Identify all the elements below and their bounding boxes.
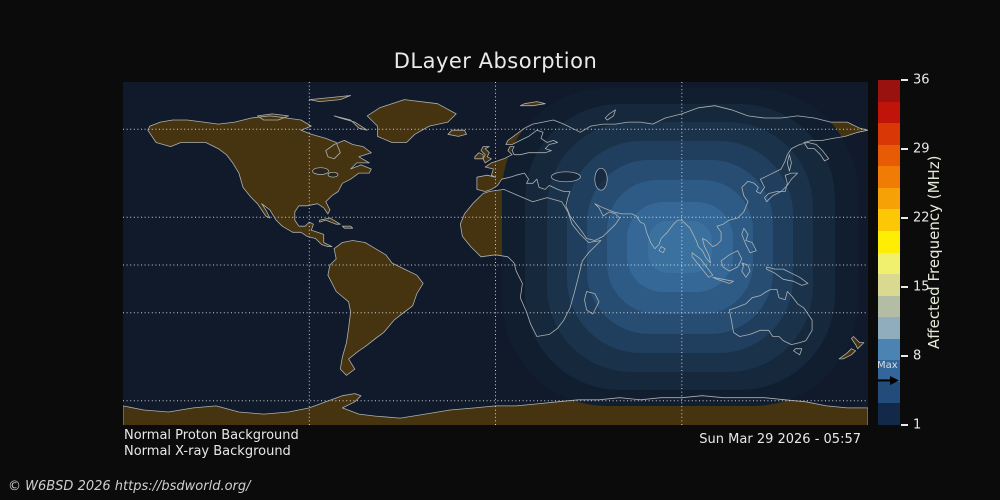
xray-status-text: Normal X-ray Background <box>124 444 291 459</box>
world-map-svg <box>123 82 868 425</box>
colorbar-tick <box>901 148 908 150</box>
proton-status-text: Normal Proton Background <box>124 428 299 443</box>
colorbar-segment <box>878 166 900 188</box>
colorbar-tick <box>901 286 908 288</box>
colorbar <box>878 80 900 425</box>
absorption-overlay <box>502 88 858 406</box>
colorbar-segment <box>878 187 900 210</box>
colorbar-segment <box>878 274 900 296</box>
colorbar-segment <box>878 144 900 167</box>
colorbar-max-label: Max <box>877 360 898 371</box>
colorbar-tick <box>901 79 908 81</box>
colorbar-segment <box>878 295 900 318</box>
colorbar-segment <box>878 338 900 361</box>
colorbar-segment <box>878 209 900 231</box>
colorbar-tick-label: 22 <box>913 210 930 226</box>
colorbar-segment <box>878 230 900 253</box>
page-title: DLayer Absorption <box>393 49 598 73</box>
copyright-text: © W6BSD 2026 https://bsdworld.org/ <box>8 479 251 494</box>
colorbar-segment <box>878 80 900 102</box>
colorbar-axis-label: Affected Frequency (MHz) <box>925 155 943 350</box>
colorbar-ticks: 36 29 22 15 8 1 <box>900 73 960 433</box>
coastlines <box>123 95 868 425</box>
max-arrow-icon <box>877 371 901 390</box>
lakes <box>312 167 608 191</box>
colorbar-tick-label: 1 <box>913 417 922 433</box>
colorbar-tick <box>901 424 908 426</box>
colorbar-segment <box>878 317 900 339</box>
colorbar-segment <box>878 123 900 145</box>
colorbar-tick-label: 15 <box>913 279 930 295</box>
colorbar-tick-label: 36 <box>913 72 930 88</box>
colorbar-tick-label: 8 <box>913 348 922 364</box>
colorbar-segment <box>878 360 900 382</box>
timestamp-text: Sun Mar 29 2026 - 05:57 <box>699 432 861 447</box>
colorbar-segment <box>878 101 900 124</box>
colorbar-segment <box>878 403 900 425</box>
colorbar-tick-label: 29 <box>913 141 930 157</box>
colorbar-segment <box>878 381 900 404</box>
world-map <box>123 82 868 425</box>
colorbar-segment <box>878 252 900 275</box>
colorbar-tick <box>901 217 908 219</box>
colorbar-tick <box>901 355 908 357</box>
